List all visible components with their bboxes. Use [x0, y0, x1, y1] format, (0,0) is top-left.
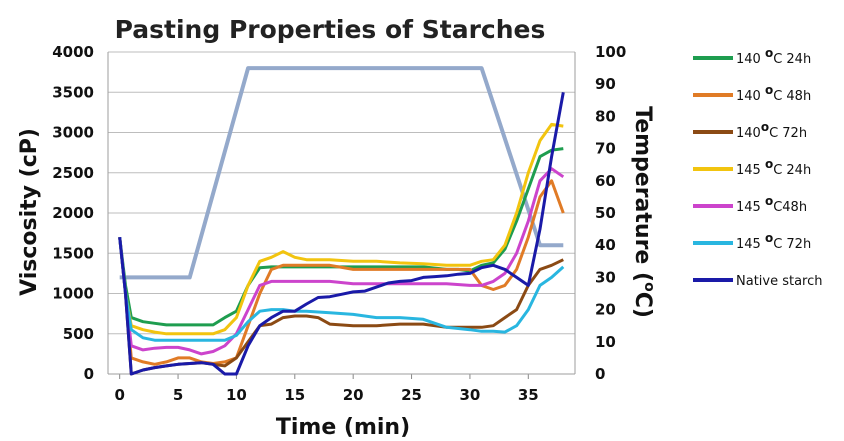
- y2-tick-label-5: 50: [595, 204, 616, 222]
- y2-axis-label-sup: o: [641, 282, 657, 292]
- y2-tick-label-8: 80: [595, 107, 616, 125]
- y2-tick-label-3: 30: [595, 268, 616, 286]
- x-tick-label-4: 20: [343, 386, 364, 404]
- x-tick-label-0: 0: [114, 386, 124, 404]
- series-line-3: [118, 122, 564, 336]
- x-tick-label-7: 35: [518, 386, 539, 404]
- y2-axis-label: Temperature (oC): [630, 106, 657, 318]
- y2-tick-label-6: 60: [595, 172, 616, 190]
- y-tick-label-3: 1500: [52, 244, 94, 262]
- legend: 140 oC 24h 140 oC 48h 140oC 72h 145 oC 24h 1…: [693, 46, 823, 289]
- x-tick-label-1: 5: [173, 386, 183, 404]
- y-axis-label: Viscosity (cP): [17, 128, 42, 296]
- y2-tick-label-7: 70: [595, 140, 616, 158]
- y2-tick-label-1: 10: [595, 333, 616, 351]
- legend-label-3: 145 oC 24h: [736, 157, 811, 178]
- x-tick-label-5: 25: [401, 386, 422, 404]
- y2-axis-label-end: C): [630, 292, 655, 318]
- legend-label-5: 145 oC 72h: [736, 231, 811, 252]
- y-tick-label-5: 2500: [52, 164, 94, 182]
- y2-tick-label-4: 40: [595, 236, 616, 254]
- legend-label-6: Native starch: [736, 274, 823, 289]
- series-line-1: [118, 179, 565, 366]
- series-line-4: [118, 167, 565, 356]
- y-tick-label-8: 4000: [52, 43, 94, 61]
- legend-label-2: 140oC 72h: [736, 120, 807, 141]
- series-line-0: [118, 147, 564, 327]
- x-axis-label: Time (min): [276, 415, 410, 440]
- y-tick-label-2: 1000: [52, 285, 94, 303]
- series-lines: [118, 66, 565, 376]
- y-tick-label-7: 3500: [52, 83, 94, 101]
- x-tick-label-6: 30: [459, 386, 480, 404]
- y-tick-label-1: 500: [63, 325, 94, 343]
- legend-label-1: 140 oC 48h: [736, 83, 811, 104]
- x-tick-label-2: 10: [226, 386, 247, 404]
- y2-axis-label-text: Temperature (: [630, 106, 655, 282]
- y2-tick-label-10: 100: [595, 43, 626, 61]
- y-tick-label-0: 0: [84, 365, 94, 383]
- chart-title: Pasting Properties of Starches: [115, 15, 546, 44]
- x-tick-label-3: 15: [284, 386, 305, 404]
- series-line-6: [118, 92, 565, 376]
- y-tick-label-4: 2000: [52, 204, 94, 222]
- legend-label-0: 140 oC 24h: [736, 46, 811, 67]
- y2-tick-label-9: 90: [595, 75, 616, 93]
- temperature-line: [119, 66, 564, 280]
- y2-tick-label-0: 0: [595, 365, 605, 383]
- y-tick-label-6: 3000: [52, 124, 94, 142]
- axes: 0500100015002000250030003500400001020304…: [52, 43, 626, 404]
- legend-label-4: 145 oC48h: [736, 194, 807, 215]
- y2-tick-label-2: 20: [595, 301, 616, 319]
